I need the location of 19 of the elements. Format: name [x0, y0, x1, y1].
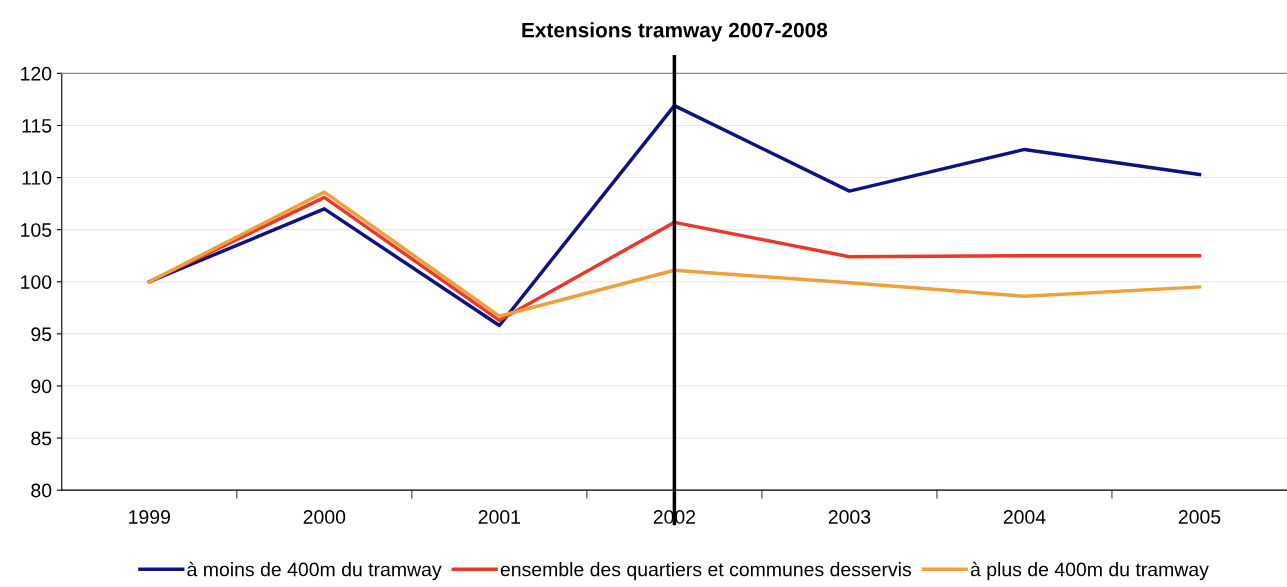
y-tick-label: 115 [22, 119, 52, 133]
legend-label: ensemble des quartiers et communes desservis [500, 562, 912, 581]
x-tick-label: 2000 [303, 510, 346, 524]
y-tick-label: 90 [31, 379, 52, 394]
y-tick-label: 105 [21, 223, 52, 237]
x-tick-label: 2004 [1003, 510, 1046, 524]
legend-label: à plus de 400m du tramway [970, 561, 1209, 581]
y-tick-label: 120 [21, 66, 52, 81]
x-tick-label: 2005 [1178, 510, 1221, 524]
x-tick-label: 1999 [129, 510, 170, 524]
y-tick-label: 80 [31, 483, 52, 498]
y-tick-label: 95 [31, 327, 52, 342]
y-tick-label: 110 [22, 171, 52, 185]
x-tick-label: 2001 [478, 510, 521, 524]
y-tick-label: 85 [31, 431, 52, 446]
chart-title: Extensions tramway 2007-2008 [522, 22, 828, 42]
legend-label: à moins de 400m du tramway [187, 561, 442, 581]
x-tick-label: 2003 [828, 510, 871, 524]
y-tick-label: 100 [21, 275, 52, 289]
